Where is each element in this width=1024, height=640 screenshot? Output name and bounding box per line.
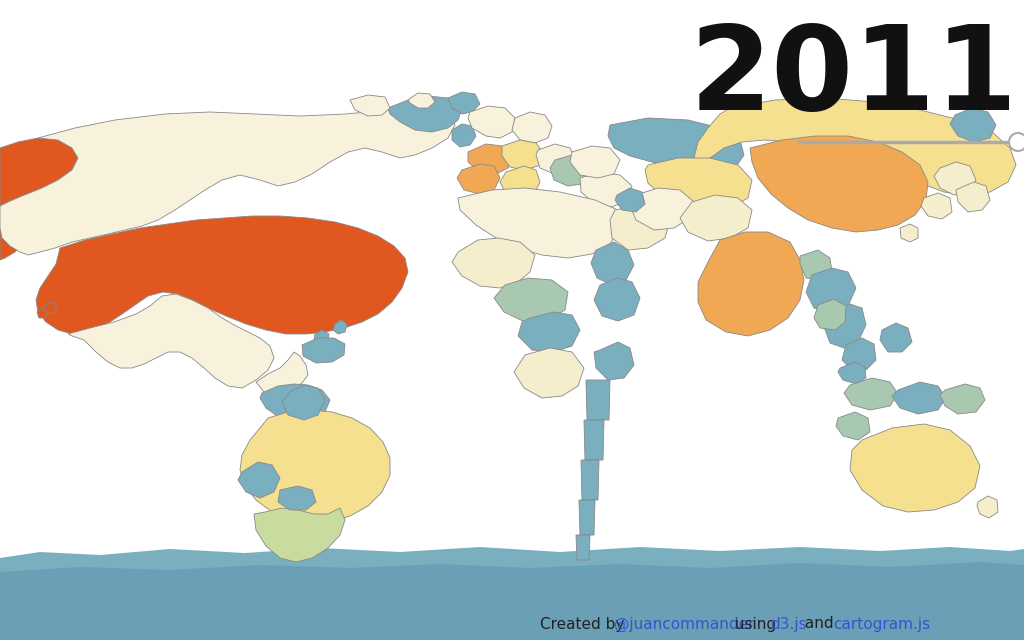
- Polygon shape: [880, 323, 912, 352]
- Polygon shape: [838, 362, 866, 384]
- Polygon shape: [900, 224, 918, 242]
- Polygon shape: [581, 460, 599, 500]
- Polygon shape: [238, 462, 280, 498]
- Polygon shape: [0, 547, 1024, 640]
- Polygon shape: [694, 98, 1016, 196]
- Polygon shape: [68, 294, 274, 388]
- Polygon shape: [452, 238, 535, 288]
- Polygon shape: [278, 486, 316, 510]
- Polygon shape: [824, 304, 866, 348]
- Polygon shape: [333, 320, 347, 334]
- Polygon shape: [956, 182, 990, 212]
- Polygon shape: [452, 124, 476, 147]
- Polygon shape: [575, 535, 590, 560]
- Polygon shape: [0, 138, 78, 260]
- Polygon shape: [502, 140, 544, 170]
- Polygon shape: [680, 195, 752, 241]
- Polygon shape: [836, 412, 870, 440]
- Polygon shape: [698, 232, 804, 336]
- Polygon shape: [950, 108, 996, 142]
- Polygon shape: [844, 378, 898, 410]
- Polygon shape: [314, 330, 329, 344]
- Polygon shape: [584, 420, 604, 460]
- Polygon shape: [494, 278, 568, 322]
- Polygon shape: [37, 308, 47, 318]
- Polygon shape: [892, 382, 946, 414]
- Polygon shape: [350, 95, 390, 116]
- Polygon shape: [645, 158, 752, 211]
- Polygon shape: [586, 380, 610, 420]
- Polygon shape: [36, 216, 408, 334]
- Text: d3.js: d3.js: [770, 616, 807, 632]
- Text: @juancommander: @juancommander: [614, 616, 755, 632]
- Polygon shape: [977, 496, 998, 518]
- Polygon shape: [806, 268, 856, 313]
- Polygon shape: [323, 340, 338, 354]
- Circle shape: [1009, 133, 1024, 151]
- Polygon shape: [850, 424, 980, 512]
- Polygon shape: [468, 106, 515, 138]
- Polygon shape: [580, 172, 632, 207]
- Polygon shape: [43, 302, 57, 314]
- Polygon shape: [282, 385, 325, 420]
- Polygon shape: [579, 500, 595, 535]
- Polygon shape: [256, 352, 308, 394]
- Polygon shape: [457, 164, 500, 194]
- Polygon shape: [608, 118, 744, 176]
- Polygon shape: [512, 112, 552, 143]
- Text: Created by: Created by: [540, 616, 630, 632]
- Polygon shape: [260, 384, 330, 422]
- Polygon shape: [500, 166, 540, 198]
- Polygon shape: [750, 136, 928, 232]
- Polygon shape: [594, 342, 634, 380]
- Polygon shape: [254, 508, 345, 562]
- Polygon shape: [550, 155, 590, 186]
- Polygon shape: [630, 188, 694, 230]
- Polygon shape: [458, 188, 620, 258]
- Polygon shape: [0, 562, 1024, 640]
- Text: cartogram.js: cartogram.js: [833, 616, 930, 632]
- Polygon shape: [570, 146, 620, 178]
- Text: 2011: 2011: [690, 20, 1018, 135]
- Polygon shape: [408, 93, 435, 108]
- Polygon shape: [615, 188, 645, 212]
- Polygon shape: [934, 162, 976, 195]
- Polygon shape: [842, 338, 876, 370]
- Polygon shape: [449, 92, 480, 114]
- Polygon shape: [536, 144, 575, 174]
- Polygon shape: [388, 96, 462, 132]
- Polygon shape: [514, 348, 584, 398]
- Text: and: and: [800, 616, 839, 632]
- Text: using: using: [730, 616, 781, 632]
- Polygon shape: [240, 410, 390, 524]
- Polygon shape: [610, 205, 670, 250]
- Polygon shape: [921, 193, 952, 219]
- Polygon shape: [594, 278, 640, 321]
- Polygon shape: [940, 384, 985, 414]
- Polygon shape: [468, 144, 512, 174]
- Polygon shape: [302, 338, 345, 363]
- Polygon shape: [800, 250, 831, 280]
- Polygon shape: [0, 108, 455, 255]
- Polygon shape: [518, 312, 580, 352]
- Polygon shape: [814, 299, 846, 330]
- Polygon shape: [591, 242, 634, 285]
